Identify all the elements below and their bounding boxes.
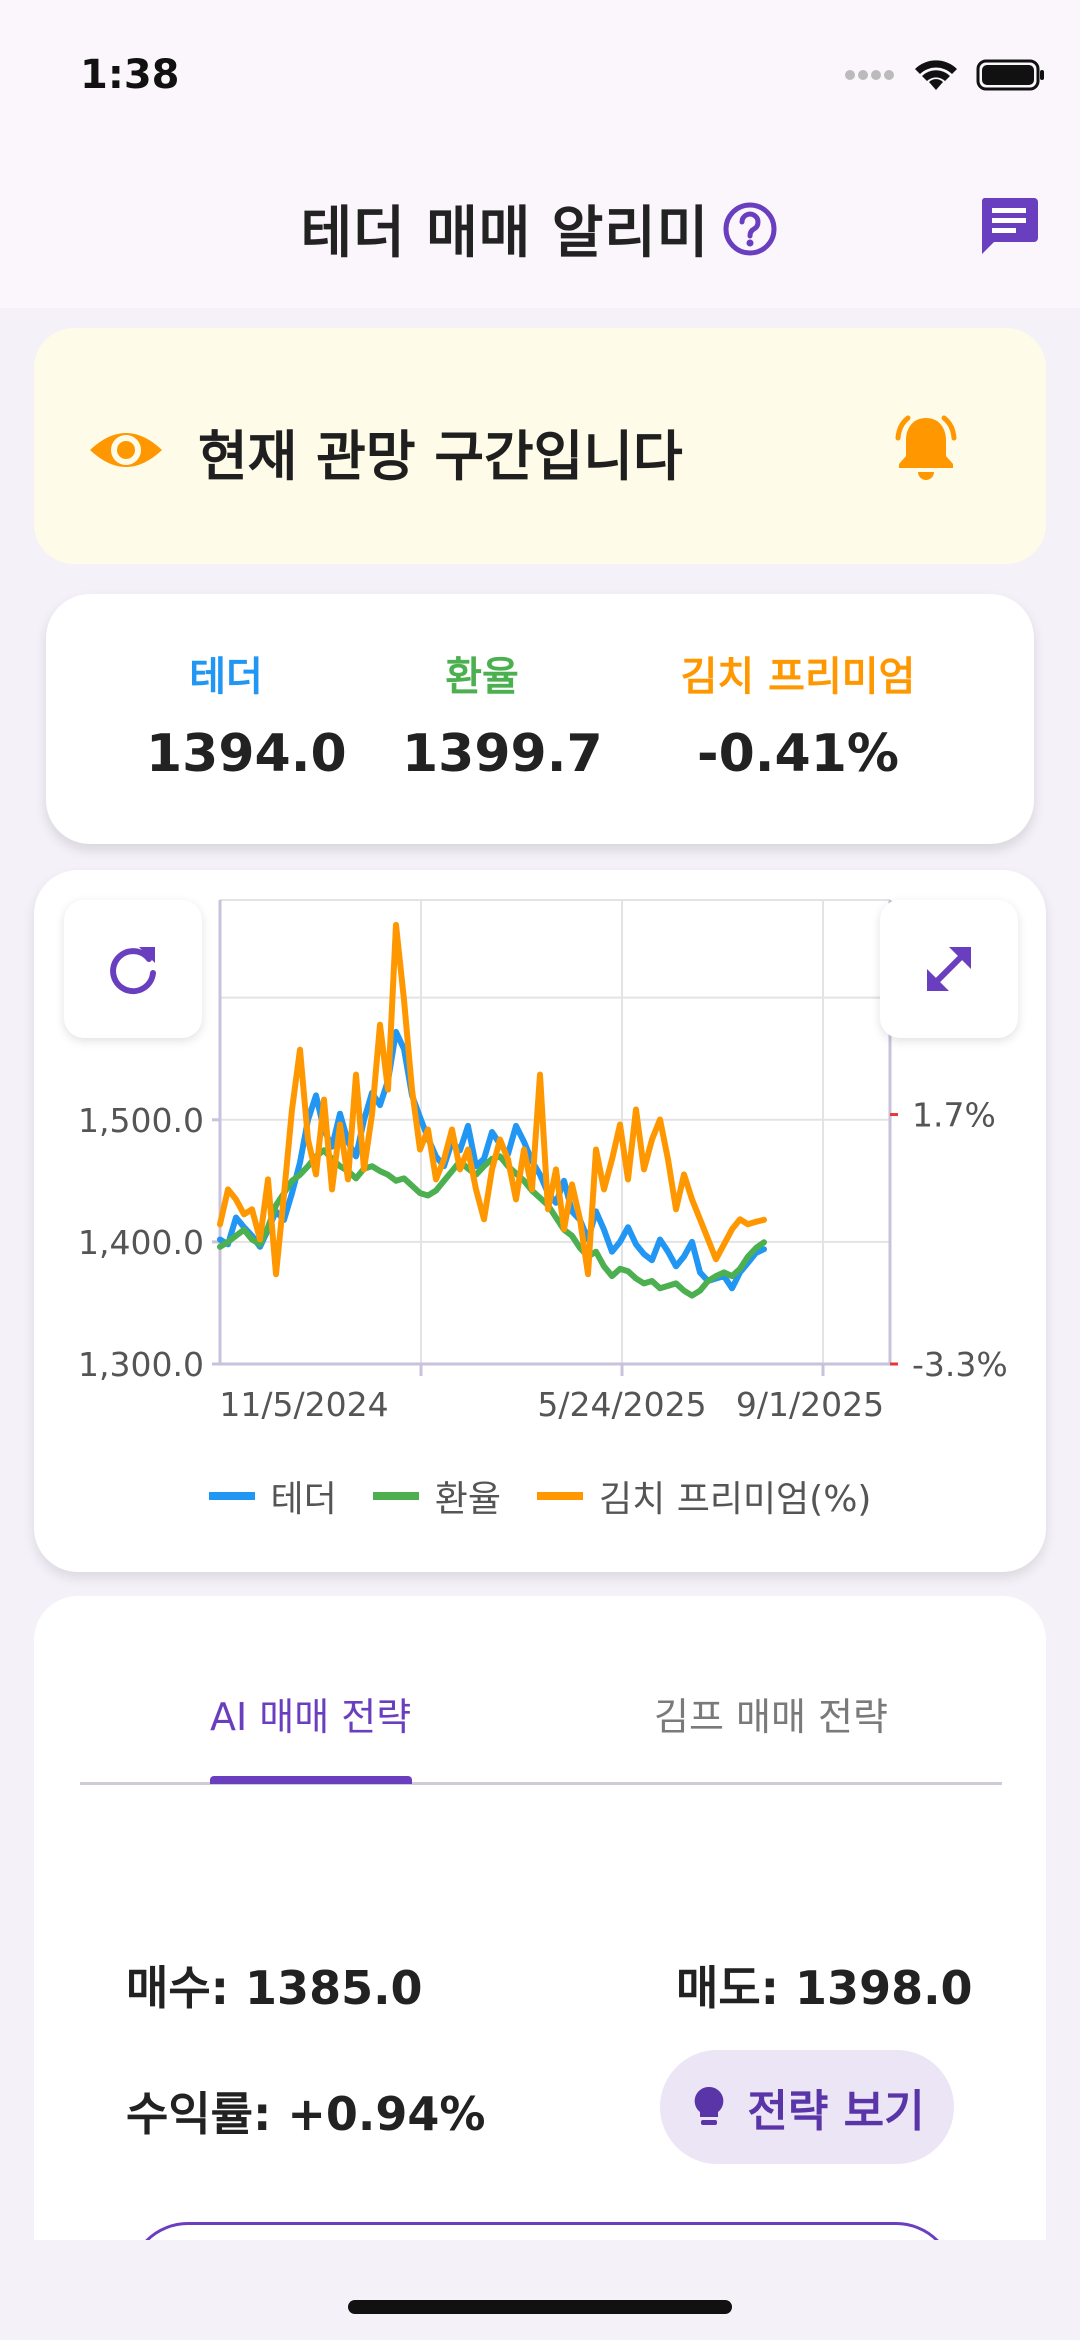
kimp-label: 김치 프리미엄 — [680, 654, 916, 700]
series-line-2 — [217, 921, 767, 1278]
tether-label: 테더 — [189, 654, 263, 700]
price-summary-card: 테더 1394.0 환율 1399.7 김치 프리미엄 -0.41% — [46, 594, 1034, 844]
banner-text: 현재 관망 구간입니다 — [198, 425, 683, 488]
eye-icon — [90, 433, 162, 467]
y-left-tick-label: 1,300.0 — [78, 1345, 204, 1384]
home-indicator — [348, 2300, 732, 2314]
tether-price: 테더 1394.0 — [146, 644, 347, 784]
tether-value: 1394.0 — [146, 724, 347, 784]
signal-dots-icon — [845, 70, 894, 80]
legend-swatch-kimp — [537, 1492, 584, 1500]
tab-indicator — [210, 1776, 412, 1784]
rate-value: 1399.7 — [402, 724, 603, 784]
y-left-tick-label: 1,400.0 — [78, 1223, 204, 1262]
page-title: 테더 매매 알리미 — [300, 201, 710, 266]
legend-label-tether: 테더 — [270, 1479, 337, 1520]
lightbulb-icon — [695, 2086, 724, 2125]
help-icon[interactable] — [721, 200, 779, 258]
price-chart[interactable]: 1,300.0 1,400.0 1,500.0 1.7% -3.3% 11/5/2024 5… — [34, 870, 1046, 1470]
legend-swatch-tether — [208, 1492, 255, 1500]
rate-price: 환율 1399.7 — [402, 644, 603, 784]
chat-icon[interactable] — [976, 192, 1042, 258]
refresh-button[interactable] — [64, 900, 202, 1038]
legend-label-kimp: 김치 프리미엄(%) — [599, 1479, 872, 1520]
title-wrap: 테더 매매 알리미 — [0, 188, 1080, 269]
wifi-icon — [915, 60, 957, 90]
expand-button[interactable] — [880, 900, 1018, 1038]
buy-price: 매수: 1385.0 — [126, 1961, 423, 2015]
legend-item-rate: 환율 — [372, 1470, 502, 1522]
view-strategy-label: 전략 보기 — [747, 2086, 925, 2137]
legend-item-tether: 테더 — [208, 1470, 337, 1522]
bottom-area — [0, 2240, 1080, 2340]
bell-ring-icon[interactable] — [886, 408, 966, 488]
strategy-card: AI 매매 전략 김프 매매 전략 매수: 1385.0 매도: 1398.0 … — [34, 1596, 1046, 2340]
y-right-tick-label: 1.7% — [912, 1096, 996, 1135]
legend-item-kimp: 김치 프리미엄(%) — [537, 1470, 871, 1522]
tab-divider — [80, 1782, 1002, 1785]
tab-kimp-strategy[interactable]: 김프 매매 전략 — [654, 1695, 888, 1739]
kimp-price: 김치 프리미엄 -0.41% — [668, 644, 928, 784]
app-bar: 테더 매매 알리미 — [0, 150, 1080, 308]
yield-rate: 수익률: +0.94% — [126, 2087, 486, 2141]
tab-ai-strategy[interactable]: AI 매매 전략 — [210, 1695, 412, 1739]
rate-label: 환율 — [445, 654, 519, 700]
chart-legend: 테더 환율 김치 프리미엄(%) — [34, 1470, 1046, 1522]
status-time: 1:38 — [80, 52, 180, 98]
y-left-tick-label: 1,500.0 — [78, 1101, 204, 1140]
status-banner: 현재 관망 구간입니다 — [34, 328, 1046, 564]
x-tick-label: 11/5/2024 — [219, 1385, 388, 1424]
status-bar: 1:38 — [0, 0, 1080, 150]
refresh-icon — [110, 947, 156, 995]
status-icons — [844, 58, 1046, 92]
x-tick-label: 9/1/2025 — [736, 1385, 884, 1424]
kimp-value: -0.41% — [697, 724, 899, 784]
chart-card: 1,300.0 1,400.0 1,500.0 1.7% -3.3% 11/5/2024 5… — [34, 870, 1046, 1572]
view-strategy-button[interactable]: 전략 보기 — [660, 2050, 954, 2164]
series-line-0 — [217, 1028, 767, 1292]
x-tick-label: 5/24/2025 — [537, 1385, 706, 1424]
legend-label-rate: 환율 — [434, 1479, 502, 1520]
y-right-tick-label: -3.3% — [912, 1345, 1008, 1384]
expand-icon — [927, 947, 971, 991]
legend-swatch-rate — [372, 1492, 419, 1500]
battery-icon — [976, 59, 1044, 91]
sell-price: 매도: 1398.0 — [676, 1961, 973, 2015]
